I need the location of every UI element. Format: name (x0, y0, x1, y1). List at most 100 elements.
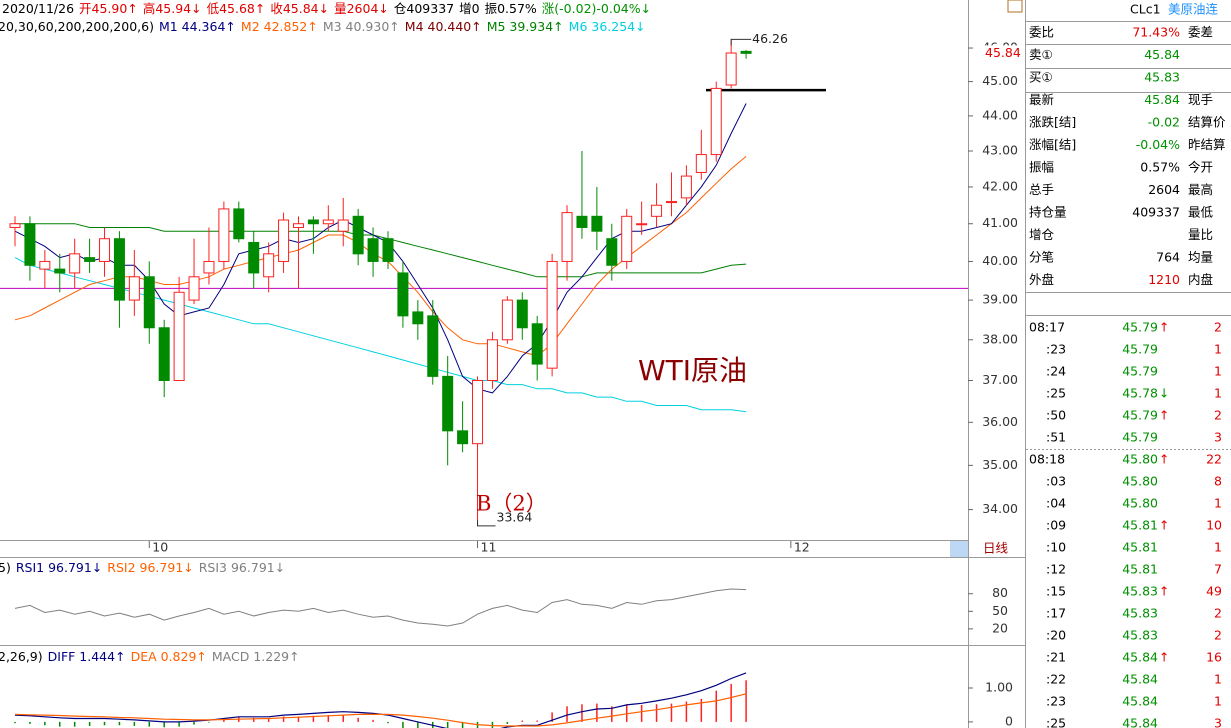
line (14, 693, 747, 727)
trade-price: 45.84 (1122, 716, 1158, 728)
candle-body (188, 276, 200, 301)
candle-body (546, 260, 558, 369)
menu-icon[interactable] (1007, 0, 1023, 13)
low-pointer (477, 519, 496, 527)
trade-price: 45.79 (1122, 364, 1158, 379)
trade-time: :15 (1046, 584, 1066, 599)
line (15, 223, 747, 278)
header-item: RSI1 96.791↓ (16, 560, 102, 575)
trade-price: 45.80 (1122, 452, 1158, 467)
trade-price: 45.80 (1122, 496, 1158, 511)
scroll-button[interactable] (950, 541, 968, 557)
candle-body (292, 223, 304, 228)
trade-volume: 22 (1206, 452, 1222, 467)
candle-body (263, 253, 275, 278)
quote-label: 买① (1029, 70, 1053, 85)
y-tick-label: 0 (1005, 713, 1013, 728)
name-label: WTI原油 (638, 354, 747, 387)
header-item: M6 36.254↓ (569, 19, 646, 34)
candle-body (278, 219, 290, 262)
quote-label: 昨结算 (1188, 137, 1226, 152)
trade-volume: 2 (1214, 408, 1222, 423)
quote-label: 最高 (1188, 182, 1213, 197)
candle-body (307, 219, 319, 225)
candle-body (24, 223, 36, 266)
low-label: 33.64 (497, 509, 533, 524)
trade-price: 45.79 (1122, 408, 1158, 423)
header-item: 仓409337 (394, 1, 454, 16)
candle-body (69, 253, 81, 274)
candle-body (531, 323, 543, 365)
trade-price: 45.83 (1122, 584, 1158, 599)
candle-body (636, 223, 648, 226)
macd-plot (14, 672, 747, 728)
header-item: RSI2 96.791↓ (107, 560, 193, 575)
trade-volume: 2 (1214, 606, 1222, 621)
y-tick-label: 35.00 (982, 457, 1018, 472)
y-tick-label: 44.00 (982, 107, 1018, 122)
line (14, 588, 747, 627)
quote-value: 2604 (1148, 182, 1180, 197)
trade-volume: 8 (1214, 474, 1222, 489)
candle-body (695, 154, 707, 173)
y-tick-label: 20 (992, 620, 1008, 635)
y-tick-label: 39.00 (982, 292, 1018, 307)
y-tick-label: 80 (992, 585, 1008, 600)
x-tick-label: 12 (794, 540, 810, 555)
quote-value: 0.57% (1140, 160, 1180, 175)
trade-volume: 1 (1214, 342, 1222, 357)
trade-arrow: ↑ (1159, 408, 1169, 423)
candle-body (516, 299, 528, 329)
header-item: DEA 0.829↑ (131, 649, 207, 664)
rsi-plot (14, 588, 747, 627)
header-item: 收45.84↓ (270, 1, 329, 16)
candle-body (233, 208, 245, 240)
trade-volume: 1 (1214, 496, 1222, 511)
trade-price: 45.78 (1122, 386, 1158, 401)
trade-price: 45.84 (1122, 694, 1158, 709)
trade-time: :23 (1046, 342, 1066, 357)
trade-volume: 2 (1214, 320, 1222, 335)
trade-time: :50 (1046, 408, 1066, 423)
header-item: 2020/11/26 (2, 1, 74, 16)
y-tick-label: 43.00 (982, 143, 1018, 158)
header-item: 20,30,60,200,200,200,6) (0, 19, 154, 34)
symbol: CLc1 (1130, 2, 1161, 17)
header-line: 20,30,60,200,200,200,6) M1 44.364↑ M2 42.8… (0, 19, 646, 34)
candle-body (442, 375, 454, 432)
trade-arrow: ↓ (1159, 386, 1169, 401)
trade-time: :17 (1046, 606, 1066, 621)
period[interactable]: 日线 (983, 541, 1009, 556)
quote-value: 45.84 (1144, 47, 1180, 62)
high-label: 46.26 (752, 31, 788, 46)
trade-volume: 7 (1214, 562, 1222, 577)
header-item: 2,26,9) (0, 649, 43, 664)
trade-time: :51 (1046, 430, 1066, 445)
trade-time: :25 (1046, 716, 1066, 728)
trade-volume: 2 (1214, 628, 1222, 643)
trade-time: :21 (1046, 650, 1066, 665)
y-tick-label: 34.00 (982, 501, 1018, 516)
header-item: DIFF 1.444↑ (48, 649, 126, 664)
trade-time: :25 (1046, 386, 1066, 401)
candle-body (218, 208, 230, 262)
header-item: MACD 1.229↑ (212, 649, 300, 664)
header-item: 5) (0, 560, 11, 575)
candle-body (337, 219, 349, 232)
header-line: 2020/11/26 开45.90↑ 高45.94↓ 低45.68↑ 收45.84↓ 量2… (2, 1, 651, 16)
quote-label: 现手 (1188, 92, 1213, 107)
header-item: 振0.57% (485, 1, 537, 16)
candle-body (427, 315, 439, 377)
trade-price: 45.83 (1122, 606, 1158, 621)
quote-value: 71.43% (1132, 25, 1180, 40)
quote-label: 总手 (1029, 182, 1054, 197)
trade-volume: 1 (1214, 386, 1222, 401)
candle-body (352, 215, 364, 255)
quote-label: 委比 (1029, 25, 1054, 40)
y-tick-label: 42.00 (982, 178, 1018, 193)
candle-body (382, 238, 394, 262)
candle-body (710, 87, 722, 156)
y-tick-label: 37.00 (982, 372, 1018, 387)
